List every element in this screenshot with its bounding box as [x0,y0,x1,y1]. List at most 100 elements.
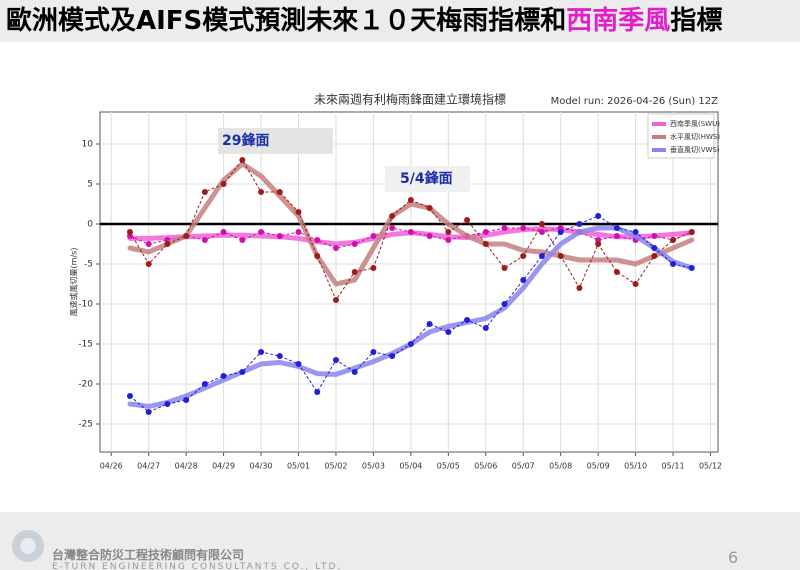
point [126,393,133,399]
plot-area [99,111,719,453]
point [613,269,620,275]
point [258,229,265,235]
y-tick-label: -15 [78,340,93,350]
x-tick-label: 05/02 [324,462,347,471]
y-axis-label: 風速或風切量(m/s) [69,248,79,317]
y-tick-label: -25 [78,420,93,430]
company: 台灣整合防災工程技術顧問有限公司 [52,548,245,562]
x-tick-label: 05/03 [362,462,385,471]
x-tick-label: 04/26 [100,462,123,471]
title-highlight: 西南季風 [566,6,671,36]
point [370,233,377,239]
chart-subtitle: Model run: 2026-04-26 (Sun) 12Z [551,96,719,107]
x-tick-label: 05/10 [624,462,647,471]
y-tick-label: 10 [82,140,94,150]
slide-title: 歐洲模式及AIFS模式預測未來１０天梅雨指標和西南季風指標 [0,0,800,42]
point [295,209,302,215]
point [295,361,302,367]
x-tick-label: 04/27 [137,462,160,471]
point [389,353,396,359]
point [538,253,545,259]
point [557,229,564,235]
point [464,217,471,223]
x-tick-label: 05/05 [437,462,460,471]
x-tick-label: 04/30 [250,462,273,471]
point [576,221,583,227]
point [520,253,527,259]
point [632,281,639,287]
point [426,205,433,211]
y-tick-label: -10 [78,300,93,310]
y-tick-label: -20 [78,380,93,390]
point [370,265,377,271]
point [576,285,583,291]
point [538,221,545,227]
x-tick-label: 05/09 [587,462,610,471]
page-number: 6 [728,548,739,567]
x-tick-label: 05/04 [399,462,422,471]
point [520,277,527,283]
point [370,349,377,355]
logo [12,530,44,562]
point [351,269,358,275]
title-end: 指標 [670,6,723,36]
x-tick-label: 04/28 [175,462,198,471]
point [164,401,171,407]
point [595,241,602,247]
point [164,241,171,247]
point [145,241,152,247]
point [183,233,190,239]
point [482,241,489,247]
company-en: E-TURN ENGINEERING CONSULTANTS CO., LTD. [52,562,343,570]
point [351,369,358,375]
point [239,157,246,163]
point [201,189,208,195]
point [201,381,208,387]
point [445,237,452,243]
point [332,245,339,251]
annotation: 5/4鋒面 [400,170,453,187]
point [276,189,283,195]
point [332,297,339,303]
point [220,229,227,235]
point [407,229,414,235]
point [239,237,246,243]
point [688,229,695,235]
point [389,225,396,231]
point [351,241,358,247]
point [482,325,489,331]
point [145,261,152,267]
point [688,265,695,271]
x-tick-label: 05/12 [699,462,722,471]
smooth-line [127,161,695,287]
point [464,317,471,323]
title-text: 歐洲模式及AIFS模式預測未來１０天梅雨指標和 [6,6,567,36]
point [220,373,227,379]
annotation-box [218,128,333,154]
point [445,229,452,235]
point [389,213,396,219]
chart-title: 未來兩週有利梅雨鋒面建立環境指標 [314,92,506,107]
point [276,233,283,239]
point [126,229,133,235]
point [258,349,265,355]
legend-label: 西南季風(SWU) [670,119,720,128]
point [651,245,658,251]
point [276,353,283,359]
annotation: 29鋒面 [222,132,269,149]
chart: 未來兩週有利梅雨鋒面建立環境指標 Model run: 2026-04-26 (S… [69,92,723,471]
point [407,197,414,203]
point [201,237,208,243]
point [670,237,677,243]
point [501,225,508,231]
point [520,225,527,231]
x-tick-label: 05/01 [287,462,310,471]
point [613,225,620,231]
point [220,181,227,187]
legend-label: 水平風切(HWS) [670,132,720,141]
point [239,369,246,375]
y-tick-label: -5 [84,260,93,270]
point [145,409,152,415]
y-tick-label: 0 [87,220,93,230]
